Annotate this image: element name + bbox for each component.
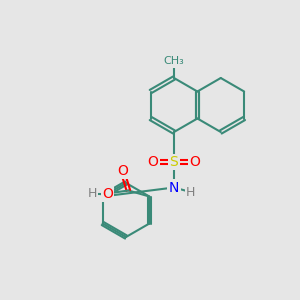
Text: O: O xyxy=(117,164,128,178)
Text: O: O xyxy=(190,155,200,169)
Text: H: H xyxy=(186,185,195,199)
Text: N: N xyxy=(169,181,179,194)
Text: O: O xyxy=(102,187,113,200)
Text: S: S xyxy=(169,155,178,169)
Text: CH₃: CH₃ xyxy=(164,56,184,67)
Text: O: O xyxy=(148,155,158,169)
Text: H: H xyxy=(88,187,97,200)
